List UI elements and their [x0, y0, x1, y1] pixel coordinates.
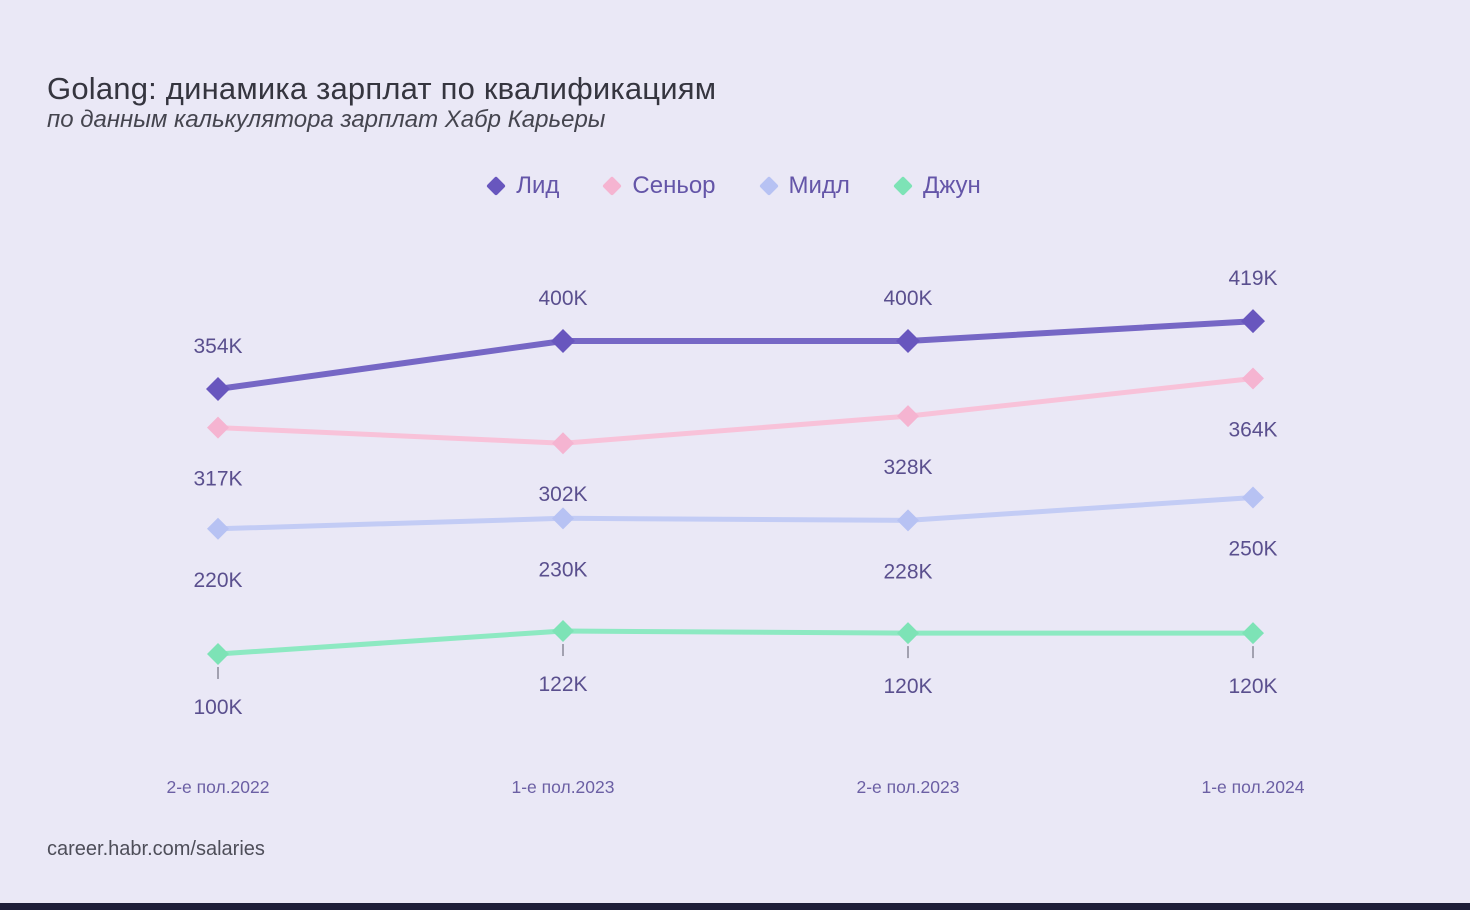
data-point-diamond-icon[interactable]: [552, 620, 574, 643]
page-title: Golang: динамика зарплат по квалификация…: [47, 70, 717, 106]
data-label: 120K: [883, 675, 932, 698]
data-point-diamond-icon[interactable]: [1242, 367, 1264, 390]
data-point-diamond-icon[interactable]: [551, 328, 575, 353]
x-axis-label: 2-е пол.2022: [167, 777, 270, 797]
legend-item-2[interactable]: Сеньор: [602, 172, 716, 200]
legend-label: Сеньор: [632, 172, 716, 199]
data-label: 400K: [883, 287, 932, 310]
data-point-diamond-icon[interactable]: [552, 432, 574, 455]
data-label: 400K: [538, 287, 587, 310]
data-point-diamond-icon[interactable]: [897, 622, 919, 645]
legend-label: Мидл: [788, 172, 850, 199]
legend-label: Джун: [922, 172, 981, 199]
data-label: 419K: [1228, 267, 1277, 290]
data-label: 250K: [1228, 538, 1277, 561]
x-axis-label: 1-е пол.2023: [512, 777, 615, 797]
data-point-diamond-icon[interactable]: [1241, 309, 1265, 334]
bottom-bar: [0, 903, 1470, 910]
data-point-diamond-icon[interactable]: [207, 642, 229, 665]
page-subtitle: по данным калькулятора зарплат Хабр Карь…: [47, 106, 606, 133]
data-point-diamond-icon[interactable]: [896, 328, 920, 353]
data-point-diamond-icon[interactable]: [552, 507, 574, 530]
x-axis-label: 1-е пол.2024: [1202, 777, 1305, 797]
series-line-2: [215, 376, 1256, 446]
data-point-diamond-icon[interactable]: [207, 416, 229, 439]
data-label: 120K: [1228, 675, 1277, 698]
series-line-4: [215, 628, 1256, 657]
data-label: 122K: [538, 673, 587, 696]
data-label: 328K: [883, 456, 932, 479]
data-label: 317K: [193, 468, 242, 491]
data-point-diamond-icon[interactable]: [897, 405, 919, 428]
data-label: 100K: [193, 696, 242, 719]
legend-label: Лид: [516, 172, 560, 199]
data-label: 230K: [538, 558, 587, 581]
legend-item-1[interactable]: Лид: [486, 172, 560, 200]
source-link[interactable]: career.habr.com/salaries: [47, 838, 265, 860]
data-label: 220K: [193, 569, 242, 592]
series-line-3: [215, 495, 1256, 532]
data-point-diamond-icon[interactable]: [207, 517, 229, 540]
data-label: 364K: [1228, 419, 1277, 442]
data-label: 302K: [538, 483, 587, 506]
series-line-1: [215, 318, 1256, 392]
data-point-diamond-icon[interactable]: [1242, 622, 1264, 645]
legend-item-4[interactable]: Джун: [893, 172, 981, 200]
data-point-diamond-icon[interactable]: [1242, 486, 1264, 509]
data-label: 354K: [193, 335, 242, 358]
data-point-diamond-icon[interactable]: [897, 509, 919, 532]
x-axis-label: 2-е пол.2023: [857, 777, 960, 797]
data-point-diamond-icon[interactable]: [206, 376, 230, 401]
data-label: 228K: [883, 560, 932, 583]
chart-legend: Лид Сеньор Мидл Джун: [0, 172, 1470, 200]
legend-item-3[interactable]: Мидл: [758, 172, 850, 200]
